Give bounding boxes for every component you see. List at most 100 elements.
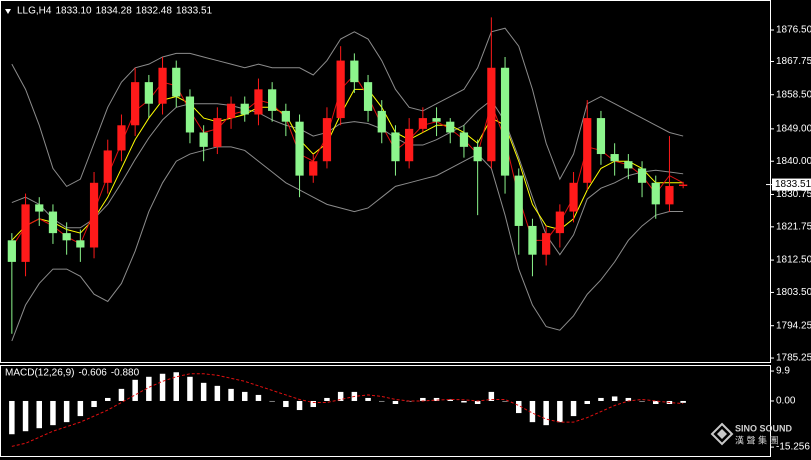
- macd-bar: [447, 399, 453, 401]
- macd-bar: [242, 391, 248, 401]
- macd-bar: [365, 397, 371, 401]
- candle-body: [336, 60, 345, 119]
- macd-bar: [269, 400, 275, 402]
- macd-bar: [296, 400, 303, 411]
- y-tick-label: 1794.25: [776, 320, 811, 331]
- candle-body: [500, 67, 510, 176]
- header-value: 1834.28: [96, 6, 133, 17]
- candle-body: [322, 118, 332, 162]
- macd-bar: [474, 400, 481, 404]
- y-tick-label: 0.00: [776, 396, 796, 407]
- candle-body: [665, 186, 674, 205]
- macd-bar: [105, 397, 111, 401]
- macd-bar: [187, 376, 193, 401]
- y-tick-label: 1803.50: [776, 287, 811, 298]
- candle-body: [35, 204, 44, 212]
- macd-bar: [392, 400, 399, 404]
- indicator-line: [11, 27, 684, 188]
- candle-body: [459, 132, 469, 147]
- candle-body: [350, 60, 359, 83]
- candle-body: [432, 118, 441, 122]
- macd-bar: [420, 397, 426, 401]
- logo-mark-inner: [717, 429, 727, 439]
- current-price-label: 1833.51: [775, 179, 811, 190]
- candle-body: [117, 125, 126, 151]
- macd-bar: [173, 372, 179, 401]
- candle-body: [131, 82, 140, 126]
- macd-bar: [36, 400, 42, 429]
- macd-bar: [337, 391, 344, 401]
- candle-body: [596, 118, 606, 155]
- candle-body: [583, 118, 592, 183]
- y-tick-label: 1876.50: [776, 25, 811, 36]
- candle-body: [514, 175, 523, 226]
- indicator-line: [11, 99, 684, 256]
- macd-bar: [529, 400, 536, 423]
- macd-bar: [63, 400, 70, 423]
- macd-bar: [502, 400, 508, 402]
- macd-bar: [50, 400, 56, 426]
- macd-bar: [433, 397, 440, 401]
- candle-body: [418, 118, 427, 129]
- macd-bar: [9, 400, 15, 435]
- candle-body: [48, 211, 58, 234]
- macd-bar: [283, 400, 289, 408]
- candle-body: [309, 161, 318, 176]
- macd-bar: [680, 400, 686, 403]
- watermark-line2: 漢 聲 集 團: [735, 434, 779, 445]
- header-value: -0.606: [78, 368, 107, 379]
- macd-bar: [132, 379, 138, 401]
- candle-body: [624, 161, 633, 169]
- y-tick-label: 1840.00: [776, 156, 811, 167]
- candle-body: [487, 67, 496, 162]
- y-tick-label: 1867.75: [776, 56, 811, 67]
- logo: SINO SOUND 漢 聲 集 團: [710, 422, 793, 446]
- macd-bar: [611, 396, 618, 401]
- candle-body: [446, 121, 455, 133]
- candle-body: [213, 118, 222, 147]
- y-tick-label: 1858.50: [776, 89, 811, 100]
- candle-body: [268, 89, 277, 111]
- candle-body: [240, 103, 249, 115]
- candle-body: [569, 182, 578, 212]
- candle-body: [542, 233, 551, 255]
- macd-bar: [584, 400, 590, 404]
- y-tick-label: 1849.00: [776, 124, 811, 135]
- macd-bar: [228, 388, 234, 401]
- header-value: 1832.48: [136, 6, 173, 17]
- macd-bar: [570, 400, 577, 417]
- macd-bar: [77, 400, 84, 417]
- logo-mark: [710, 422, 734, 446]
- candle-body: [610, 154, 619, 162]
- macd-bar: [214, 385, 221, 401]
- candle-body: [254, 89, 263, 115]
- macd-bar: [598, 397, 604, 401]
- candle-body: [391, 132, 400, 162]
- candle-body: [679, 184, 688, 187]
- candle-body: [473, 146, 482, 162]
- y-tick-label: 1812.50: [776, 255, 811, 266]
- candle-body: [295, 121, 304, 176]
- candle-body: [76, 240, 85, 248]
- indicator-line: [11, 88, 684, 241]
- candle-body: [158, 67, 167, 104]
- macd-bar: [379, 400, 385, 402]
- header-value: 1833.51: [176, 6, 213, 17]
- macd-bar: [557, 400, 563, 423]
- macd-bar: [118, 388, 125, 401]
- macd-bar: [488, 391, 495, 401]
- candle-body: [89, 182, 99, 248]
- candle-body: [528, 225, 537, 255]
- candle-body: [172, 67, 181, 97]
- y-tick-label: 1821.75: [776, 221, 811, 232]
- candle-body: [199, 132, 208, 147]
- y-tick-label: 1830.75: [776, 189, 811, 200]
- y-tick-label: -15.256: [776, 442, 810, 453]
- candle-body: [363, 82, 373, 111]
- candle-body: [651, 182, 660, 205]
- watermark-line1: SINO SOUND: [735, 423, 793, 433]
- candle-body: [62, 233, 71, 241]
- header-value: -0.880: [111, 368, 140, 379]
- candle-body: [226, 103, 236, 119]
